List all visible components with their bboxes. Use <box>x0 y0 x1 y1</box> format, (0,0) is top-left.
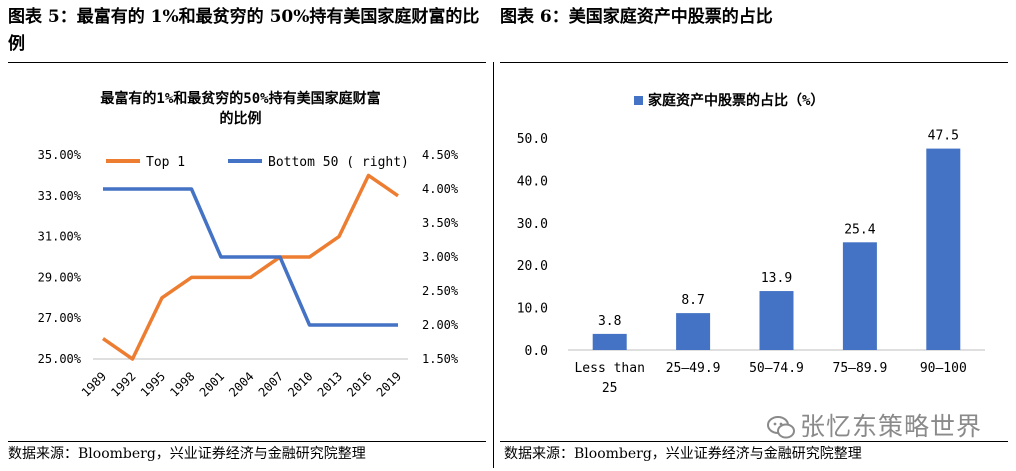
y-right-tick-label: 3.50% <box>422 216 459 230</box>
x-tick-label: 1989 <box>79 369 109 399</box>
panel-separator <box>493 62 494 468</box>
bar-data-label: 25.4 <box>844 222 875 237</box>
bottom-rule-left <box>8 441 486 442</box>
legend-label: Top 1 <box>146 155 185 170</box>
x-tick-label: 2001 <box>197 369 227 399</box>
figure-title-left: 图表 5：最富有的 1%和最贫穷的 50%持有美国家庭财富的比例 <box>8 7 480 54</box>
y-right-tick-label: 4.00% <box>422 182 459 196</box>
bar <box>842 242 877 350</box>
y-right-tick-label: 2.00% <box>422 318 459 332</box>
legend-label: Bottom 50 ( right) <box>268 155 409 170</box>
y-right-tick-label: 3.00% <box>422 250 459 264</box>
chart-title-line: 最富有的1%和最贫穷的50%持有美国家庭财富 <box>100 90 380 107</box>
bar-data-label: 13.9 <box>761 271 792 286</box>
x-tick-label: 2010 <box>285 369 315 399</box>
x-tick-label: 90—100 <box>920 361 967 376</box>
y-left-tick-label: 33.00% <box>38 189 82 203</box>
y-left-tick-label: 25.00% <box>38 352 82 366</box>
top-rule-left <box>8 62 486 63</box>
x-tick-label: 75—89.9 <box>833 361 888 376</box>
x-tick-label: 50—74.9 <box>749 361 804 376</box>
y-left-tick-label: 29.00% <box>38 270 82 284</box>
bar-data-label: 3.8 <box>598 314 621 329</box>
x-tick-label: 2004 <box>226 369 256 399</box>
y-tick-label: 40.0 <box>517 174 548 189</box>
y-left-tick-label: 27.00% <box>38 311 82 325</box>
wechat-icon <box>767 416 795 439</box>
top-rule-right <box>500 62 1008 63</box>
series-line-bottom-50 <box>103 187 398 327</box>
source-note-left: 数据来源：Bloomberg，兴业证券经济与金融研究院整理 <box>8 446 366 462</box>
y-tick-label: 0.0 <box>525 344 548 359</box>
series-line-top-1 <box>102 173 399 361</box>
line-chart-wealth-share: 最富有的1%和最贫穷的50%持有美国家庭财富的比例 25.00% 27.00% 29.… <box>38 90 459 400</box>
y-left-tick-label: 35.00% <box>38 148 82 162</box>
x-tick-label: Less than <box>574 361 644 376</box>
y-tick-label: 30.0 <box>517 217 548 232</box>
chart-title-line: 的比例 <box>220 110 262 127</box>
bar <box>592 333 627 350</box>
legend-swatch <box>634 96 643 105</box>
bar-chart-stock-share: 家庭资产中股票的占比（%） 0.0 10.0 20.0 30.0 40.0 50.0 3.8 8… <box>517 92 985 396</box>
x-tick-label: 1992 <box>108 369 138 399</box>
figure-title-right: 图表 6：美国家庭资产中股票的占比 <box>500 7 773 27</box>
x-tick-label: 2019 <box>374 369 404 399</box>
x-tick-label: 2013 <box>315 369 345 399</box>
y-right-tick-label: 2.50% <box>422 284 459 298</box>
x-tick-label: 25—49.9 <box>666 361 721 376</box>
bar <box>676 313 711 350</box>
y-tick-label: 20.0 <box>517 259 548 274</box>
x-tick-label: 1995 <box>138 369 168 399</box>
x-tick-label: 2007 <box>256 369 286 399</box>
y-right-tick-label: 1.50% <box>422 352 459 366</box>
x-tick-label: 1998 <box>167 369 197 399</box>
y-right-tick-label: 4.50% <box>422 148 459 162</box>
bar <box>759 291 794 350</box>
x-tick-label: 2016 <box>344 369 374 399</box>
y-tick-label: 10.0 <box>517 302 548 317</box>
bar-data-label: 47.5 <box>928 129 959 144</box>
y-tick-label: 50.0 <box>517 132 548 147</box>
bar <box>926 148 961 350</box>
source-note-right: 数据来源：Bloomberg，兴业证券经济与金融研究院整理 <box>504 446 862 462</box>
y-left-tick-label: 31.00% <box>38 230 82 244</box>
bottom-rule-right <box>500 441 1008 442</box>
x-tick-label: 25 <box>602 381 618 396</box>
legend-label: 家庭资产中股票的占比（%） <box>648 92 824 109</box>
bar-data-label: 8.7 <box>681 293 704 308</box>
watermark-text: 张忆东策略世界 <box>800 412 983 441</box>
